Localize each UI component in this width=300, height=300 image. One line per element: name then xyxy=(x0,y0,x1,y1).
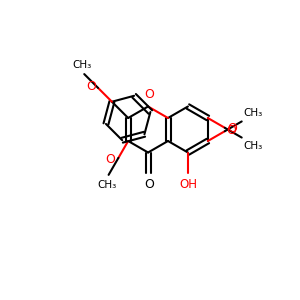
Text: O: O xyxy=(227,122,237,135)
Text: O: O xyxy=(144,88,154,101)
Text: CH₃: CH₃ xyxy=(244,140,263,151)
Text: OH: OH xyxy=(179,178,197,191)
Text: CH₃: CH₃ xyxy=(73,60,92,70)
Text: O: O xyxy=(106,153,116,167)
Text: CH₃: CH₃ xyxy=(244,108,263,118)
Text: CH₃: CH₃ xyxy=(97,180,116,190)
Text: O: O xyxy=(226,124,236,137)
Text: O: O xyxy=(86,80,96,93)
Text: O: O xyxy=(144,178,154,191)
